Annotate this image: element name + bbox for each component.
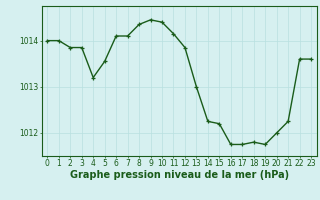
X-axis label: Graphe pression niveau de la mer (hPa): Graphe pression niveau de la mer (hPa) — [70, 170, 289, 180]
